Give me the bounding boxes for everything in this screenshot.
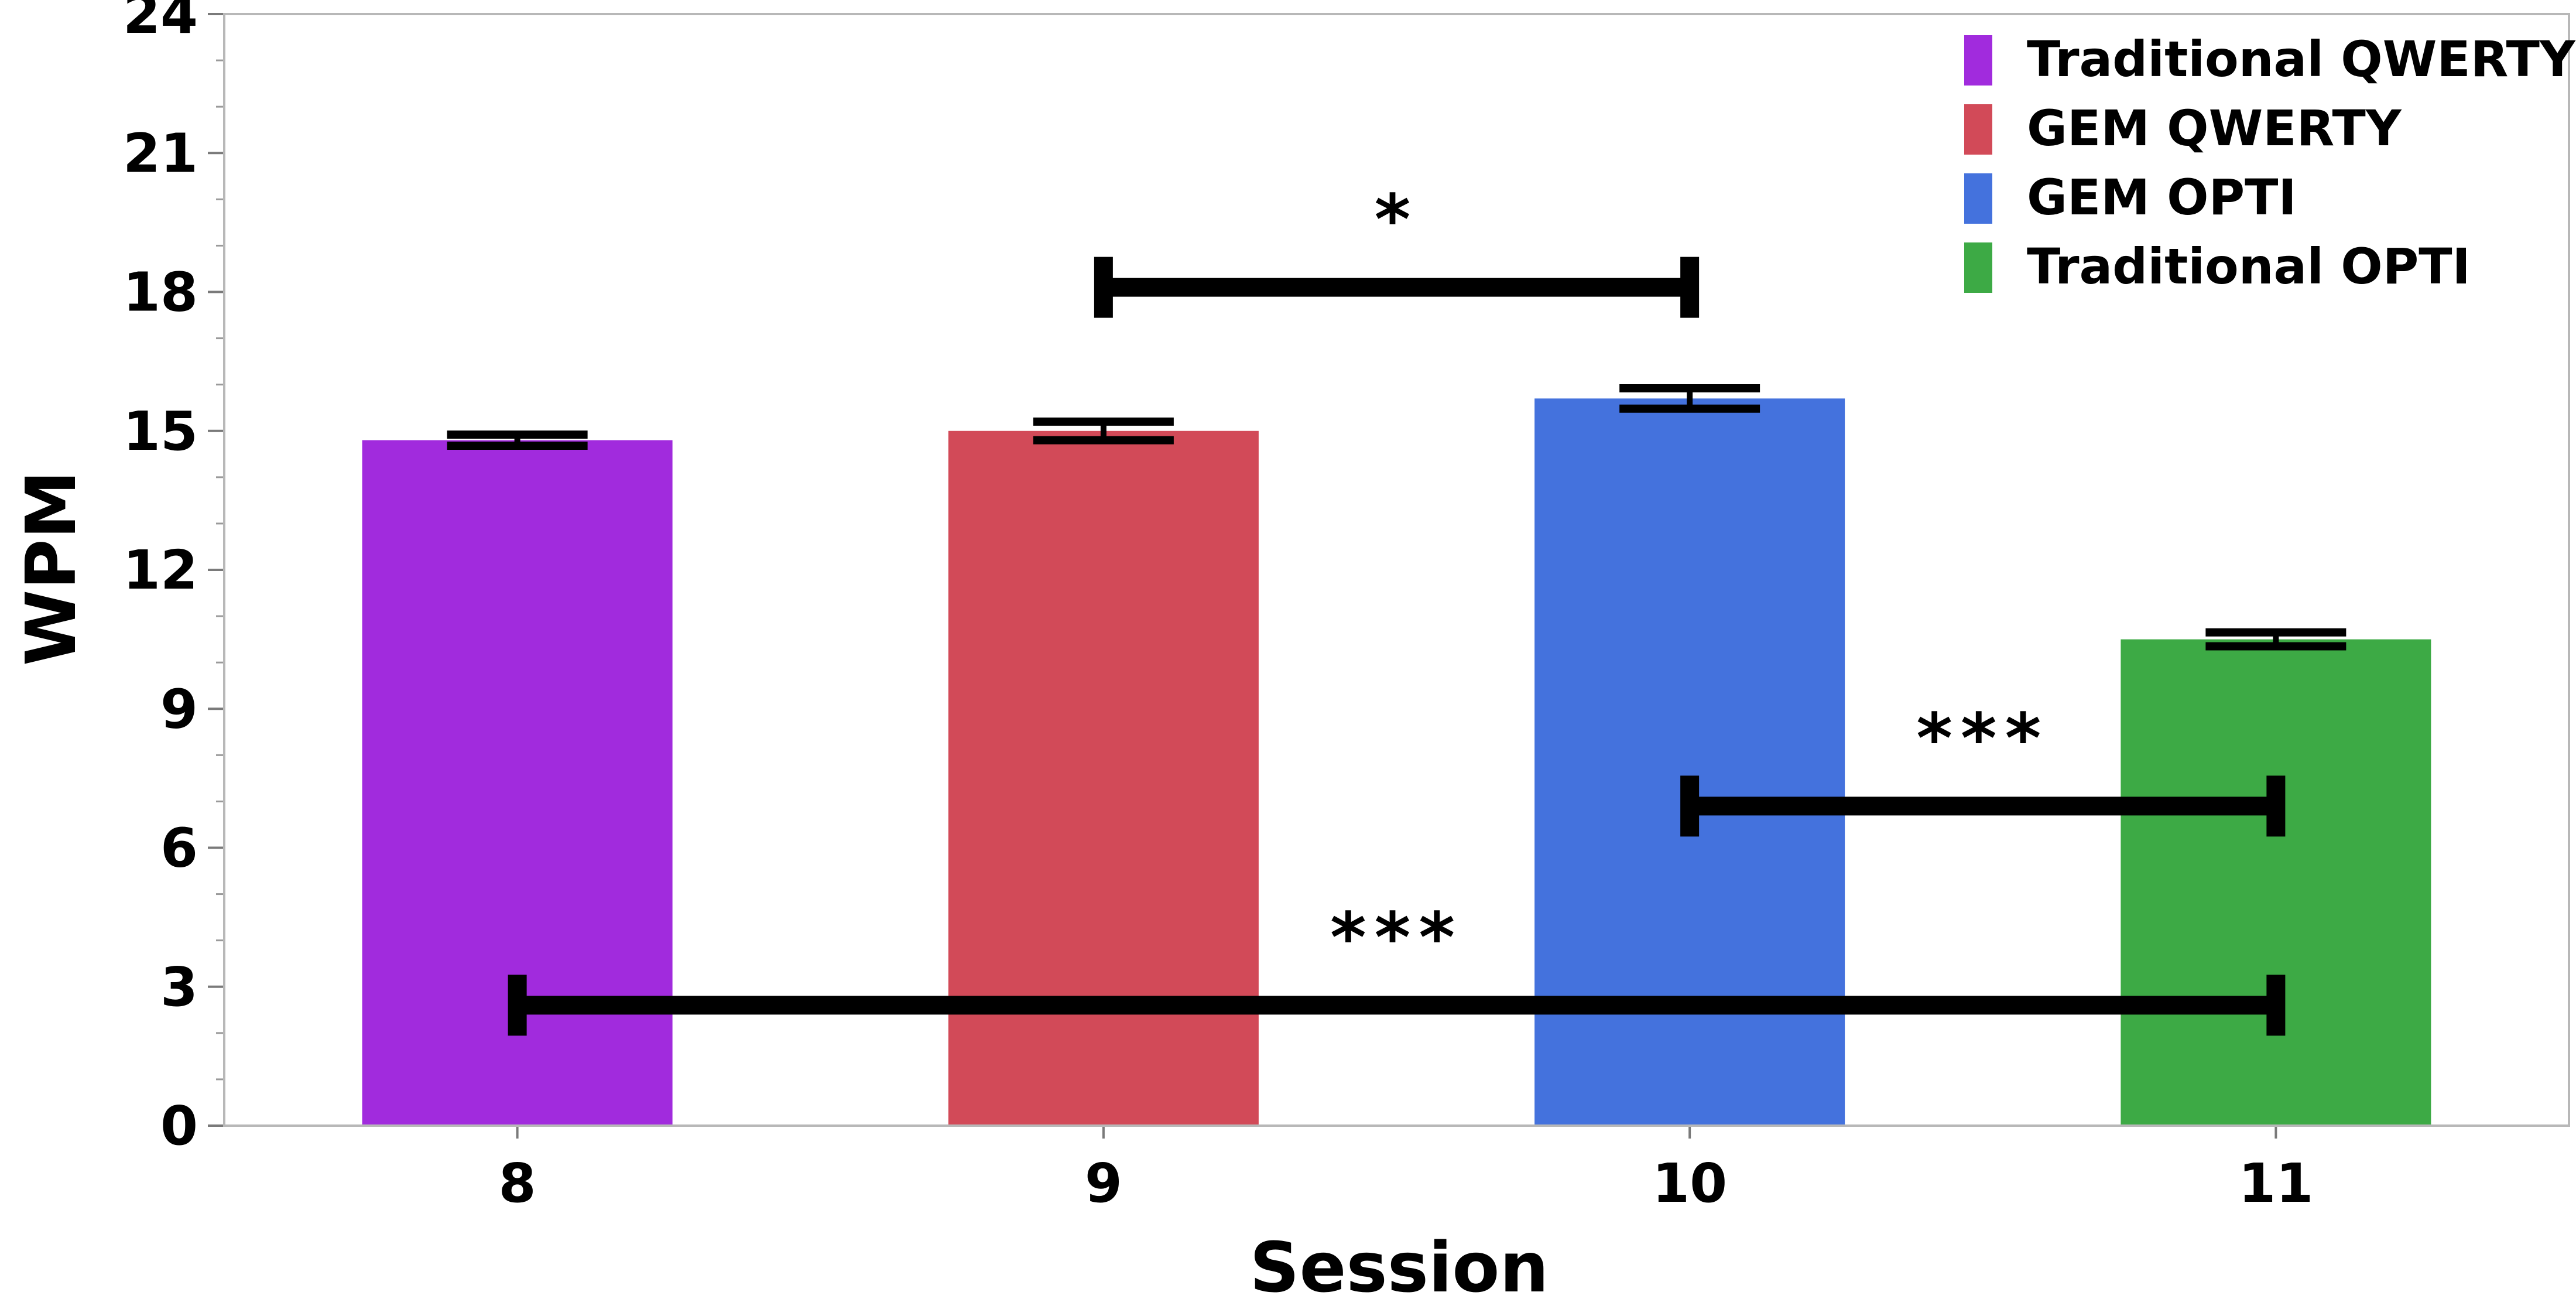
y-tick-label: 3 <box>160 956 198 1018</box>
legend-swatch <box>1964 104 1992 155</box>
y-tick-label: 24 <box>123 0 198 46</box>
y-tick-label: 9 <box>160 678 198 740</box>
legend-label: Traditional OPTI <box>2027 238 2471 295</box>
y-tick-label: 0 <box>160 1095 198 1157</box>
legend-label: Traditional QWERTY <box>2027 30 2576 88</box>
legend-swatch <box>1964 242 1992 293</box>
y-tick-label: 15 <box>123 400 198 463</box>
y-tick-label: 6 <box>160 817 198 880</box>
error-bars <box>447 384 2347 651</box>
legend: Traditional QWERTY GEM QWERTY GEM OPTI Trad… <box>1964 30 2576 295</box>
bar <box>948 430 1259 1126</box>
legend-swatch <box>1964 173 1992 224</box>
y-tick-label: 21 <box>123 122 198 184</box>
legend-swatch <box>1964 35 1992 86</box>
x-tick-label: 11 <box>2238 1152 2313 1215</box>
plot-frame <box>223 13 2570 1127</box>
y-axis-title: WPM <box>11 470 91 666</box>
bar <box>1534 398 1845 1126</box>
significance-label: * <box>1375 179 1419 260</box>
x-axis-title: Session <box>1249 1227 1549 1308</box>
x-tick-label: 10 <box>1652 1152 1727 1215</box>
x-tick-label: 9 <box>1085 1152 1122 1215</box>
x-tick-label: 8 <box>499 1152 536 1215</box>
x-axis-ticks: 8 9 10 11 <box>499 1126 2313 1215</box>
y-tick-label: 18 <box>123 261 198 324</box>
legend-label: GEM QWERTY <box>2027 100 2402 157</box>
significance-label: *** <box>1916 698 2049 778</box>
significance-label: *** <box>1330 897 1463 977</box>
significance-brackets: ******* <box>508 179 2286 1036</box>
y-axis-ticks: 0 3 6 9 12 15 18 21 24 <box>123 0 224 1157</box>
legend-label: GEM OPTI <box>2027 169 2297 226</box>
bars <box>362 398 2431 1126</box>
bar <box>2121 639 2431 1126</box>
y-tick-label: 12 <box>123 539 198 601</box>
